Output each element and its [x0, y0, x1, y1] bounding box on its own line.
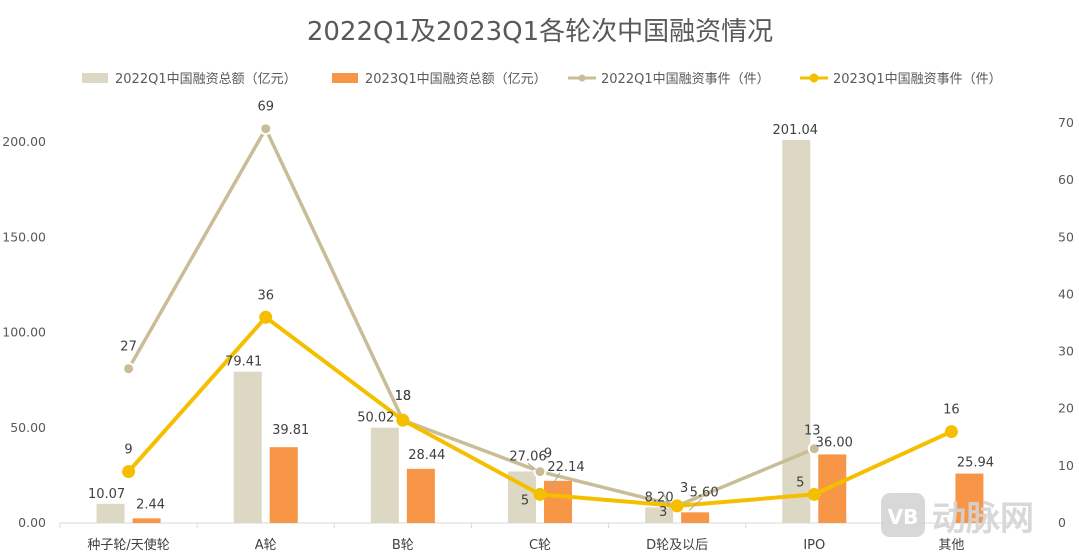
point-2022-events [122, 362, 136, 376]
bar-2023-amount [132, 518, 161, 523]
point-2023-events [259, 310, 273, 324]
legend-label: 2022Q1中国融资事件（件） [601, 72, 770, 87]
line-data-label: 13 [804, 424, 821, 439]
bar-data-label: 27.06 [509, 449, 546, 464]
x-category-label: B轮 [392, 538, 414, 553]
y-left-tick: 50.00 [10, 420, 46, 435]
y-left-tick: 100.00 [2, 325, 46, 340]
y-axis-right: 0 10 20 30 40 50 60 70 [1058, 115, 1074, 530]
legend-swatch [332, 73, 358, 83]
x-category-label: 种子轮/天使轮 [87, 537, 169, 553]
point-2022-events [533, 465, 547, 479]
line-data-label: 9 [124, 443, 132, 458]
line-data-label: 16 [943, 403, 960, 418]
x-category-label: C轮 [529, 538, 551, 553]
bar-data-label: 8.20 [645, 490, 674, 505]
bar-data-label: 25.94 [957, 456, 994, 471]
x-category-label: A轮 [255, 538, 277, 553]
bar-2022-amount [645, 507, 674, 523]
watermark: VB 动脉网 [881, 493, 1034, 539]
point-2022-events [259, 122, 273, 136]
bar-2022-amount [96, 503, 125, 523]
x-category-label: 其他 [938, 538, 964, 553]
x-category-label: IPO [803, 538, 825, 553]
line-data-label: 5 [796, 475, 804, 490]
data-labels: 10.07 79.41 50.02 27.06 8.20 201.04 2.44 39.81 2… [88, 100, 994, 520]
bar-data-label: 36.00 [816, 435, 853, 450]
legend: 2022Q1中国融资总额（亿元） 2023Q1中国融资总额（亿元） 2022Q1中国… [82, 72, 1002, 87]
bar-data-label: 2.44 [136, 497, 165, 512]
line-data-label: 9 [544, 447, 552, 462]
y-left-tick: 200.00 [2, 134, 46, 149]
watermark-text: 动脉网 [932, 499, 1034, 539]
bars [96, 140, 984, 523]
line-data-label: 69 [257, 100, 274, 115]
legend-label: 2023Q1中国融资事件（件） [833, 72, 1002, 87]
line-data-label: 3 [680, 481, 688, 496]
legend-swatch [82, 73, 108, 83]
lines [122, 122, 958, 513]
y-right-tick: 30 [1058, 344, 1074, 359]
legend-label: 2022Q1中国融资总额（亿元） [115, 72, 297, 87]
bar-2023-amount [269, 447, 298, 523]
label-leader-line [688, 497, 703, 511]
chart-title: 2022Q1及2023Q1各轮次中国融资情况 [307, 17, 773, 47]
y-right-tick: 0 [1058, 515, 1066, 530]
legend-label: 2023Q1中国融资总额（亿元） [365, 72, 547, 87]
label-leader-line [662, 493, 670, 506]
bar-data-label: 28.44 [408, 448, 445, 463]
line-data-label: 5 [521, 493, 529, 508]
bar-2023-amount [955, 473, 984, 523]
point-2023-events [944, 425, 958, 439]
y-right-tick: 60 [1058, 172, 1074, 187]
y-right-tick: 10 [1058, 458, 1074, 473]
bar-data-label: 5.60 [690, 485, 719, 500]
bar-2022-amount [370, 427, 399, 523]
y-right-tick: 40 [1058, 286, 1074, 301]
vb-logo-glyph: VB [888, 505, 919, 529]
point-2022-events [807, 442, 821, 456]
y-right-tick: 50 [1058, 229, 1074, 244]
line-data-label: 27 [120, 340, 137, 355]
point-2023-events [533, 487, 547, 501]
bar-2023-amount [406, 468, 435, 523]
bar-data-label: 79.41 [225, 355, 262, 370]
bar-data-label: 10.07 [88, 487, 125, 502]
point-2023-events [670, 499, 684, 513]
line-2022-events [127, 126, 815, 508]
y-right-tick: 70 [1058, 115, 1074, 130]
point-2023-events [396, 413, 410, 427]
y-left-tick: 150.00 [2, 229, 46, 244]
bar-data-label: 50.02 [357, 411, 394, 426]
label-leader-line [549, 472, 561, 489]
line-data-label: 18 [395, 389, 412, 404]
bar-2023-amount [544, 480, 572, 523]
line-data-label: 3 [659, 505, 667, 520]
x-category-label: D轮及以后 [646, 538, 708, 553]
vb-logo-icon [881, 493, 925, 537]
bar-2023-amount [681, 512, 710, 523]
point-2023-events [807, 487, 821, 501]
label-leader-line [527, 463, 537, 470]
bar-data-label: 201.04 [773, 123, 819, 138]
y-left-tick: 0.00 [18, 515, 46, 530]
line-data-label: 18 [395, 389, 412, 404]
bar-data-label: 22.14 [547, 460, 584, 475]
bar-2022-amount [233, 371, 262, 523]
y-axis-left: 0.00 50.00 100.00 150.00 200.00 [2, 134, 46, 530]
point-2023-events [122, 465, 136, 479]
line-data-label: 36 [257, 288, 274, 303]
y-right-tick: 20 [1058, 401, 1074, 416]
bar-2022-amount [782, 140, 811, 523]
x-axis: 种子轮/天使轮 A轮 B轮 C轮 D轮及以后 IPO 其他 [59, 522, 1021, 553]
legend-marker [578, 74, 586, 82]
legend-marker [809, 73, 819, 83]
bar-data-label: 39.81 [272, 423, 309, 438]
